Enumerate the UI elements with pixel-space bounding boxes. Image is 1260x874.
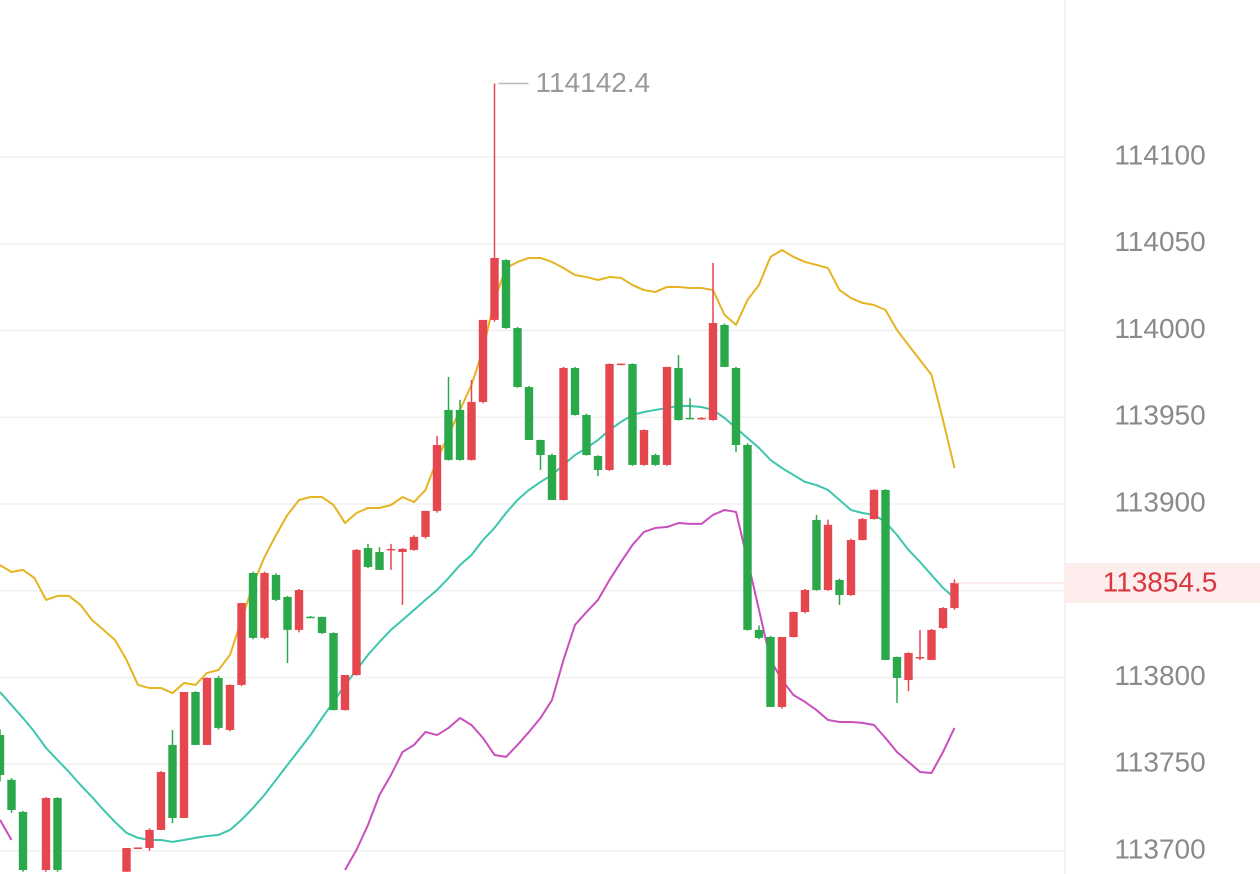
y-tick-label: 113700 bbox=[1114, 833, 1205, 864]
candle-body bbox=[892, 656, 902, 678]
candle-body bbox=[191, 692, 200, 745]
candle-body bbox=[248, 573, 258, 638]
last-price-label: 113854.5 bbox=[1103, 566, 1218, 597]
band-line bbox=[0, 404, 956, 843]
candle-body bbox=[260, 573, 269, 638]
grid bbox=[0, 156, 1065, 852]
candle-body bbox=[352, 549, 361, 676]
max-price-label: 114142.4 bbox=[536, 67, 651, 98]
candle-body bbox=[731, 367, 741, 445]
candle-body bbox=[386, 548, 396, 551]
candle-body bbox=[145, 829, 154, 848]
y-tick-label: 113950 bbox=[1114, 400, 1205, 431]
candle-body bbox=[18, 811, 28, 871]
candle-body bbox=[444, 409, 453, 460]
candle-body bbox=[467, 401, 476, 460]
candle-body bbox=[294, 590, 304, 630]
candle-body bbox=[743, 444, 752, 630]
candle-body bbox=[271, 574, 281, 600]
candle-body bbox=[685, 417, 695, 420]
candle-body bbox=[651, 455, 660, 465]
candle-body bbox=[593, 455, 603, 470]
candle-body bbox=[513, 328, 522, 388]
candle-body bbox=[789, 612, 798, 638]
candle-body bbox=[122, 847, 131, 872]
candle-body bbox=[432, 444, 442, 511]
candle-body bbox=[375, 552, 384, 570]
candle-body bbox=[398, 548, 407, 553]
y-tick-label: 113750 bbox=[1114, 747, 1205, 778]
candle-body bbox=[823, 524, 833, 591]
candle-body bbox=[317, 616, 327, 634]
candle-body bbox=[570, 367, 580, 415]
candle-body bbox=[156, 771, 166, 830]
candle-body bbox=[536, 439, 545, 456]
candle-body bbox=[478, 319, 488, 402]
candle-body bbox=[708, 323, 718, 420]
candle-body bbox=[214, 677, 223, 728]
candle-body bbox=[490, 257, 499, 320]
candle-body bbox=[800, 590, 810, 613]
candle-body bbox=[329, 633, 338, 711]
candle-body bbox=[41, 798, 51, 871]
candle-body bbox=[605, 363, 614, 470]
candle-body bbox=[938, 608, 948, 629]
candle-body bbox=[697, 417, 706, 420]
candle-body bbox=[559, 367, 568, 500]
candle-body bbox=[133, 847, 143, 849]
candle-body bbox=[927, 629, 936, 660]
candle-body bbox=[421, 510, 430, 537]
candle-body bbox=[754, 629, 764, 638]
candle-body bbox=[812, 519, 821, 591]
candle-body bbox=[524, 387, 534, 440]
last-price-bg bbox=[1065, 562, 1260, 603]
candle-body bbox=[881, 489, 890, 660]
candle-body bbox=[340, 675, 350, 711]
candle-body bbox=[662, 366, 672, 465]
annotations: 114142.4 113854.5 bbox=[498, 67, 1260, 603]
candle-body bbox=[904, 652, 913, 681]
band-line bbox=[0, 509, 956, 871]
candle-body bbox=[237, 603, 246, 685]
candle-body bbox=[363, 548, 373, 567]
candle-body bbox=[858, 519, 867, 541]
candle-body bbox=[915, 656, 925, 659]
candle-body bbox=[7, 779, 16, 810]
y-axis: 1137001137501138001138501139001139501140… bbox=[1114, 139, 1205, 864]
candle-body bbox=[168, 744, 177, 818]
candle-body bbox=[547, 455, 557, 500]
y-tick-label: 114000 bbox=[1114, 313, 1205, 344]
candle-body bbox=[501, 260, 511, 329]
y-tick-label: 114050 bbox=[1114, 226, 1205, 257]
candle-body bbox=[777, 637, 787, 707]
candle-body bbox=[225, 684, 235, 731]
candle-body bbox=[616, 363, 626, 366]
y-tick-label: 113900 bbox=[1114, 486, 1205, 517]
candle-body bbox=[869, 489, 879, 520]
candle-body bbox=[582, 414, 591, 456]
candle-body bbox=[835, 579, 844, 596]
candle-body bbox=[202, 677, 212, 745]
band-line bbox=[0, 248, 956, 695]
candle-body bbox=[409, 536, 419, 550]
candle-body bbox=[639, 430, 649, 465]
candle-body bbox=[0, 735, 5, 775]
y-tick-label: 114100 bbox=[1114, 139, 1205, 170]
candle-body bbox=[674, 367, 683, 420]
candle-body bbox=[950, 582, 959, 609]
candle-body bbox=[53, 798, 62, 871]
candle-body bbox=[306, 616, 315, 619]
candle-body bbox=[766, 637, 775, 707]
plot-area bbox=[0, 83, 959, 872]
candle-body bbox=[846, 540, 856, 596]
candle-body bbox=[179, 692, 189, 818]
candle-body bbox=[628, 363, 637, 465]
candle-body bbox=[455, 409, 465, 460]
candle-body bbox=[283, 596, 292, 630]
y-tick-label: 113800 bbox=[1114, 660, 1205, 691]
candle-body bbox=[720, 324, 729, 367]
